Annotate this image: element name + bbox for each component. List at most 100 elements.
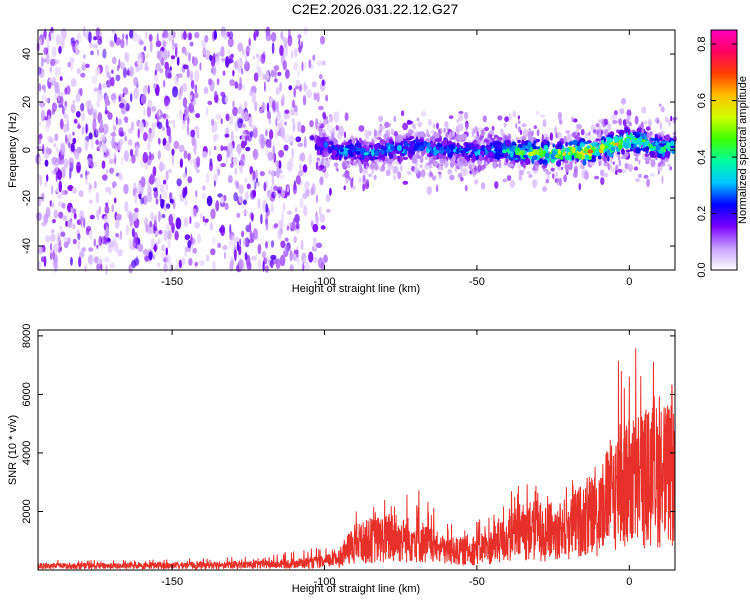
spectrogram-noise-blob [101,160,106,169]
spectrogram-noise-blob [261,102,267,112]
spectrogram-noise-blob [46,53,50,65]
spectrogram-signal-blob [419,156,424,164]
spectrogram-noise-blob [171,222,175,234]
spectrogram-noise-blob [105,64,109,74]
spectrogram-noise-blob [182,82,188,93]
spectrogram-noise-blob [152,166,157,177]
spectrogram-noise-blob [124,135,128,142]
spectrogram-halo-blob [402,156,409,160]
spectrogram-noise-blob [241,68,244,75]
spectrogram-noise-blob [255,53,259,58]
spectrogram-halo-blob [658,103,662,107]
spectrogram-noise-blob [134,149,138,157]
spectrogram-halo-blob [518,169,522,176]
spectrogram-noise-blob [295,175,301,185]
spectrogram-halo-blob [613,110,618,116]
spectrogram-halo-blob [416,117,420,122]
spectrogram-noise-blob [255,169,258,180]
spectrogram-halo-blob [518,174,523,181]
spectrogram-noise-blob [242,199,247,205]
spectrogram-noise-blob [264,74,270,81]
spectrogram-signal-blob [636,127,643,133]
spectrogram-noise-blob [151,106,157,112]
spectrogram-noise-blob [77,240,81,251]
spectrogram-noise-blob [214,90,218,98]
spectrogram-noise-blob [70,142,75,152]
spectrogram-noise-blob [104,256,110,263]
spectrogram-halo-blob [392,165,398,175]
spectrogram-signal-blob [656,132,663,135]
spectrogram-noise-blob [216,78,220,86]
spectrogram-noise-blob [183,216,189,228]
spectrogram-noise-blob [100,236,107,245]
spectrogram-noise-blob [245,46,251,52]
spectrogram-noise-blob [220,196,224,204]
spectrogram-noise-blob [209,158,213,167]
spectrogram-noise-blob [292,183,298,195]
spectrogram-signal-blob [658,150,662,154]
spectrogram-signal-blob [355,158,359,164]
spectrogram-noise-blob [293,87,297,98]
spectrogram-noise-blob [245,191,249,201]
spectrogram-halo-blob [550,167,555,172]
spectrogram-noise-blob [78,190,84,198]
spectrogram-noise-blob [129,93,133,103]
spectrogram-signal-blob [658,137,663,141]
spectrogram-noise-blob [241,123,247,128]
spectrogram-halo-blob [382,161,388,166]
spectrogram-noise-blob [294,104,298,114]
spectrogram-halo-blob [322,112,327,120]
spectrogram-signal-blob [487,157,491,164]
spectrogram-noise-blob [98,206,101,215]
spectrogram-noise-blob [54,257,58,269]
spectrogram-noise-blob [304,136,307,149]
spectrogram-noise-blob [153,82,157,89]
spectrogram-noise-blob [302,193,308,200]
spectrogram-noise-blob [120,62,125,70]
spectrogram-halo-blob [323,132,326,137]
spectrogram-noise-blob [75,42,78,53]
spectrogram-noise-blob [258,54,261,63]
spectrogram-noise-blob [117,248,123,257]
spectrogram-halo-blob [622,119,627,127]
spectrogram-noise-blob [213,30,217,40]
spectrogram-noise-blob [193,70,200,83]
spectrogram-signal-blob [610,147,616,151]
spectrogram-signal-blob [486,145,492,151]
spectrogram-signal-blob [632,144,637,149]
spectrogram-noise-blob [300,41,304,49]
spectrogram-noise-blob [170,55,176,60]
spectrogram-signal-blob [486,141,491,146]
spectrogram-noise-blob [279,45,284,57]
spectrogram-halo-blob [564,167,570,173]
spectrogram-signal-blob [497,153,504,158]
spectrogram-signal-blob [661,140,668,144]
spectrogram-noise-blob [108,158,115,165]
spectrogram-noise-blob [212,260,216,272]
spectrogram-noise-blob [83,54,86,59]
spectrogram-noise-blob [232,100,235,108]
spectrogram-noise-blob [163,80,166,88]
spectrogram-noise-blob [194,31,200,39]
spectrogram-signal-blob [441,141,446,148]
spectrogram-noise-blob [315,118,319,130]
spectrogram-noise-blob [69,167,72,179]
spectrogram-signal-blob [333,162,339,167]
spectrogram-signal-blob [342,152,348,157]
spectrogram-noise-blob [321,60,326,66]
spectrogram-signal-blob [582,158,587,166]
spectrogram-halo-blob [480,164,485,171]
spectrogram-noise-blob [157,121,163,130]
spectrogram-halo-blob [429,169,432,179]
spectrogram-halo-blob [448,115,454,120]
spectrogram-noise-blob [183,172,187,179]
spectrogram-noise-blob [89,214,95,220]
spectrogram-halo-blob [588,131,591,136]
spectrogram-noise-blob [157,238,161,245]
spectrogram-halo-blob [638,173,642,178]
spectrogram-noise-blob [128,212,134,222]
spectrogram-noise-blob [265,33,272,42]
spectrogram-noise-blob [168,133,172,144]
spectrogram-halo-blob [367,130,372,137]
spectrogram-halo-blob [407,120,413,125]
